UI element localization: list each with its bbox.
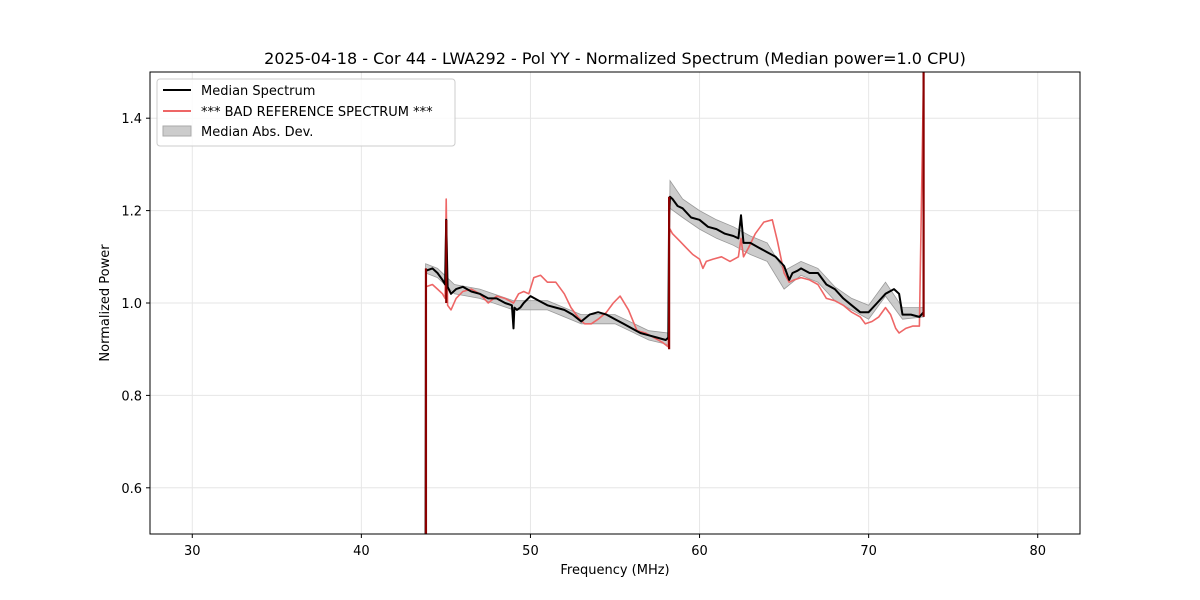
legend-swatch-mad — [162, 125, 192, 137]
chart-title: 2025-04-18 - Cor 44 - LWA292 - Pol YY - … — [264, 49, 966, 68]
x-tick-label: 70 — [860, 544, 877, 559]
x-tick-label: 40 — [353, 544, 370, 559]
x-axis-label: Frequency (MHz) — [560, 563, 669, 578]
legend-label-bad: *** BAD REFERENCE SPECTRUM *** — [201, 105, 433, 120]
y-tick-label: 1.0 — [121, 297, 142, 312]
y-tick-label: 1.2 — [121, 205, 142, 220]
legend: Median Spectrum *** BAD REFERENCE SPECTR… — [156, 78, 456, 147]
y-tick-label: 1.4 — [121, 112, 142, 127]
mad-band — [425, 179, 924, 346]
x-tick-label: 50 — [522, 544, 539, 559]
legend-label-mad: Median Abs. Dev. — [201, 125, 313, 140]
y-tick-label: 0.6 — [121, 482, 142, 497]
x-axis-ticks: 30 40 50 60 70 80 — [184, 534, 1046, 559]
y-axis-label: Normalized Power — [98, 244, 113, 362]
legend-label-median: Median Spectrum — [201, 84, 315, 99]
plot-data — [424, 72, 925, 534]
x-tick-label: 80 — [1029, 544, 1046, 559]
y-tick-label: 0.8 — [121, 389, 142, 404]
x-tick-label: 60 — [691, 544, 708, 559]
x-tick-label: 30 — [184, 544, 201, 559]
legend-box — [156, 78, 456, 147]
y-axis-ticks: 0.6 0.8 1.0 1.2 1.4 — [121, 112, 150, 497]
